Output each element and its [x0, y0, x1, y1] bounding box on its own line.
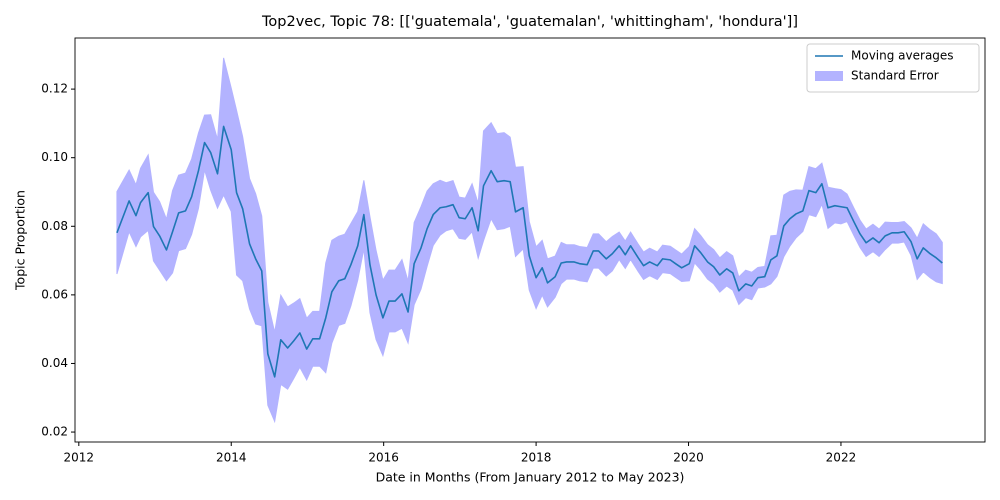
y-tick-label: 0.06	[41, 287, 68, 301]
x-axis-label: Date in Months (From January 2012 to May…	[376, 470, 685, 485]
x-tick-label: 2020	[673, 451, 704, 465]
x-tick-label: 2016	[368, 451, 399, 465]
error-band	[116, 57, 943, 424]
y-tick-label: 0.04	[41, 356, 68, 370]
y-axis-label: Topic Proportion	[13, 190, 28, 291]
y-tick-label: 0.10	[41, 150, 68, 164]
legend-label: Standard Error	[851, 69, 939, 83]
y-tick-label: 0.08	[41, 219, 68, 233]
legend-label: Moving averages	[851, 49, 954, 63]
x-tick-label: 2022	[826, 451, 857, 465]
x-tick-label: 2014	[216, 451, 247, 465]
y-tick-label: 0.02	[41, 425, 68, 439]
x-tick-label: 2018	[521, 451, 552, 465]
chart-title: Top2vec, Topic 78: [['guatemala', 'guate…	[261, 14, 798, 30]
plot-frame	[74, 37, 986, 443]
legend-swatch	[815, 71, 843, 81]
moving-average-line	[116, 125, 943, 378]
legend-box	[806, 43, 980, 93]
y-tick-label: 0.12	[41, 82, 68, 96]
x-tick-label: 2012	[64, 451, 95, 465]
